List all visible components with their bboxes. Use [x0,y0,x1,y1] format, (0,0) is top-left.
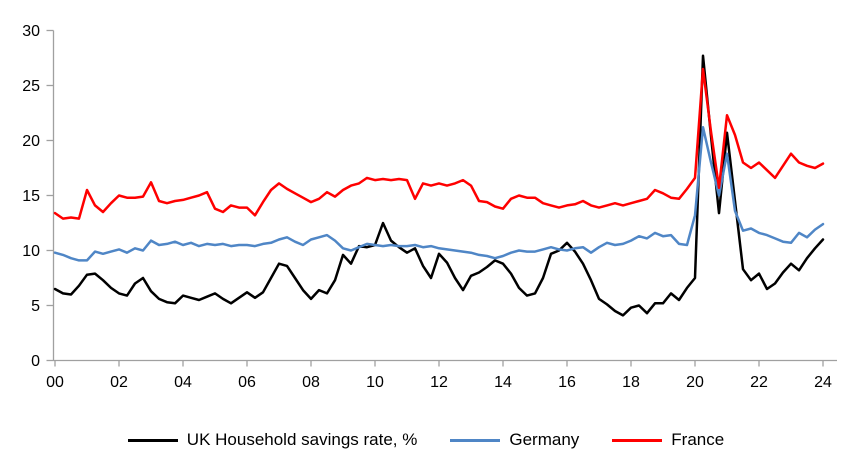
x-tick-label: 24 [814,374,832,391]
y-tick-label: 10 [22,243,40,260]
legend-item-uk: UK Household savings rate, % [127,430,418,450]
chart-legend: UK Household savings rate, % Germany Fra… [0,426,852,454]
x-tick-label: 18 [622,374,640,391]
x-tick-label: 14 [494,374,512,391]
legend-label-france: France [671,430,725,449]
y-tick-label: 30 [22,23,40,40]
y-tick-label: 15 [22,188,40,205]
x-tick-label: 10 [366,374,384,391]
x-tick-label: 00 [46,374,64,391]
legend-item-france: France [612,430,724,450]
france-line-swatch [612,438,663,442]
series-line-uk [53,54,825,317]
y-tick-label: 5 [31,298,40,315]
x-tick-label: 06 [238,374,256,391]
germany-line-swatch [450,438,501,442]
x-tick-label: 08 [302,374,320,391]
series-line-france [53,67,825,220]
x-tick-label: 20 [686,374,704,391]
savings-rate-line-chart: 0 5 10 15 20 25 30 00 02 04 06 08 10 12 14 16 18 20 22 24 [22,23,837,391]
x-tick-label: 22 [750,374,768,391]
y-tick-label: 25 [22,78,40,95]
uk-line-swatch [127,438,178,442]
x-tick-label: 02 [110,374,128,391]
x-tick-label: 12 [430,374,448,391]
x-tick-label: 16 [558,374,576,391]
y-tick-label: 20 [22,133,40,150]
x-tick-label: 04 [174,374,192,391]
series-line-germany [53,126,825,262]
legend-label-uk: UK Household savings rate, % [186,430,418,449]
legend-item-germany: Germany [450,430,579,450]
y-tick-label: 0 [31,353,40,370]
legend-label-germany: Germany [509,430,580,449]
